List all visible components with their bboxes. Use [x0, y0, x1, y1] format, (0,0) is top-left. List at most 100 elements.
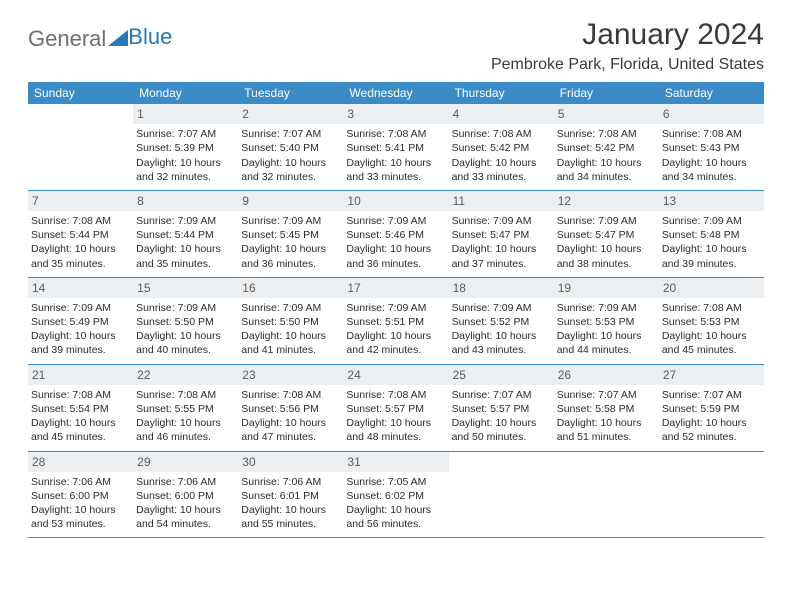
day-number: 14: [28, 278, 133, 298]
sunrise-line: Sunrise: 7:08 AM: [31, 214, 130, 228]
sunrise-line: Sunrise: 7:06 AM: [31, 475, 130, 489]
day-number: 16: [238, 278, 343, 298]
day-cell: 3Sunrise: 7:08 AMSunset: 5:41 PMDaylight…: [343, 104, 448, 190]
sunrise-line: Sunrise: 7:07 AM: [557, 388, 656, 402]
daylight-line: Daylight: 10 hours and 40 minutes.: [136, 329, 235, 357]
daylight-line: Daylight: 10 hours and 52 minutes.: [662, 416, 761, 444]
sunset-line: Sunset: 5:57 PM: [346, 402, 445, 416]
day-number: 8: [133, 191, 238, 211]
sunset-line: Sunset: 5:50 PM: [241, 315, 340, 329]
day-cell: 22Sunrise: 7:08 AMSunset: 5:55 PMDayligh…: [133, 365, 238, 451]
brand-part2: Blue: [128, 24, 172, 50]
daylight-line: Daylight: 10 hours and 44 minutes.: [557, 329, 656, 357]
sunset-line: Sunset: 5:53 PM: [662, 315, 761, 329]
sunset-line: Sunset: 6:00 PM: [136, 489, 235, 503]
day-cell: 31Sunrise: 7:05 AMSunset: 6:02 PMDayligh…: [343, 452, 448, 538]
day-number: 7: [28, 191, 133, 211]
brand-triangle-icon: [108, 26, 128, 52]
weeks-container: 1Sunrise: 7:07 AMSunset: 5:39 PMDaylight…: [28, 104, 764, 538]
week-row: 28Sunrise: 7:06 AMSunset: 6:00 PMDayligh…: [28, 452, 764, 539]
daylight-line: Daylight: 10 hours and 33 minutes.: [452, 156, 551, 184]
sunrise-line: Sunrise: 7:08 AM: [346, 127, 445, 141]
daylight-line: Daylight: 10 hours and 35 minutes.: [136, 242, 235, 270]
daylight-line: Daylight: 10 hours and 54 minutes.: [136, 503, 235, 531]
sunrise-line: Sunrise: 7:09 AM: [346, 214, 445, 228]
day-number: 28: [28, 452, 133, 472]
dow-label: Friday: [554, 82, 659, 104]
daylight-line: Daylight: 10 hours and 51 minutes.: [557, 416, 656, 444]
day-number: 13: [659, 191, 764, 211]
sunrise-line: Sunrise: 7:09 AM: [241, 301, 340, 315]
daylight-line: Daylight: 10 hours and 36 minutes.: [241, 242, 340, 270]
day-number: 9: [238, 191, 343, 211]
dow-label: Saturday: [659, 82, 764, 104]
day-number: 6: [659, 104, 764, 124]
day-cell: 7Sunrise: 7:08 AMSunset: 5:44 PMDaylight…: [28, 191, 133, 277]
sunrise-line: Sunrise: 7:07 AM: [136, 127, 235, 141]
day-number: 27: [659, 365, 764, 385]
sunset-line: Sunset: 5:44 PM: [31, 228, 130, 242]
sunrise-line: Sunrise: 7:06 AM: [241, 475, 340, 489]
daylight-line: Daylight: 10 hours and 55 minutes.: [241, 503, 340, 531]
sunset-line: Sunset: 5:50 PM: [136, 315, 235, 329]
daylight-line: Daylight: 10 hours and 36 minutes.: [346, 242, 445, 270]
daylight-line: Daylight: 10 hours and 47 minutes.: [241, 416, 340, 444]
daylight-line: Daylight: 10 hours and 34 minutes.: [557, 156, 656, 184]
day-cell: 8Sunrise: 7:09 AMSunset: 5:44 PMDaylight…: [133, 191, 238, 277]
sunset-line: Sunset: 5:56 PM: [241, 402, 340, 416]
sunrise-line: Sunrise: 7:08 AM: [241, 388, 340, 402]
day-cell: [449, 452, 554, 538]
sunrise-line: Sunrise: 7:09 AM: [31, 301, 130, 315]
day-cell: 15Sunrise: 7:09 AMSunset: 5:50 PMDayligh…: [133, 278, 238, 364]
day-cell: 13Sunrise: 7:09 AMSunset: 5:48 PMDayligh…: [659, 191, 764, 277]
day-number: 26: [554, 365, 659, 385]
day-cell: 24Sunrise: 7:08 AMSunset: 5:57 PMDayligh…: [343, 365, 448, 451]
sunset-line: Sunset: 5:51 PM: [346, 315, 445, 329]
sunrise-line: Sunrise: 7:09 AM: [241, 214, 340, 228]
sunrise-line: Sunrise: 7:09 AM: [136, 301, 235, 315]
sunrise-line: Sunrise: 7:07 AM: [241, 127, 340, 141]
sunrise-line: Sunrise: 7:09 AM: [452, 214, 551, 228]
day-number: 4: [449, 104, 554, 124]
day-cell: 23Sunrise: 7:08 AMSunset: 5:56 PMDayligh…: [238, 365, 343, 451]
brand-logo: General Blue: [28, 26, 172, 52]
sunset-line: Sunset: 5:45 PM: [241, 228, 340, 242]
sunset-line: Sunset: 5:47 PM: [557, 228, 656, 242]
sunset-line: Sunset: 5:42 PM: [452, 141, 551, 155]
daylight-line: Daylight: 10 hours and 39 minutes.: [31, 329, 130, 357]
sunrise-line: Sunrise: 7:09 AM: [662, 214, 761, 228]
day-number: 22: [133, 365, 238, 385]
sunrise-line: Sunrise: 7:09 AM: [136, 214, 235, 228]
sunrise-line: Sunrise: 7:07 AM: [452, 388, 551, 402]
day-number: 5: [554, 104, 659, 124]
daylight-line: Daylight: 10 hours and 43 minutes.: [452, 329, 551, 357]
sunrise-line: Sunrise: 7:08 AM: [662, 301, 761, 315]
day-cell: 19Sunrise: 7:09 AMSunset: 5:53 PMDayligh…: [554, 278, 659, 364]
sunrise-line: Sunrise: 7:07 AM: [662, 388, 761, 402]
page-header: General Blue January 2024 Pembroke Park,…: [28, 18, 764, 74]
day-number: 20: [659, 278, 764, 298]
day-cell: 28Sunrise: 7:06 AMSunset: 6:00 PMDayligh…: [28, 452, 133, 538]
day-number: 17: [343, 278, 448, 298]
sunset-line: Sunset: 5:57 PM: [452, 402, 551, 416]
daylight-line: Daylight: 10 hours and 39 minutes.: [662, 242, 761, 270]
sunset-line: Sunset: 5:55 PM: [136, 402, 235, 416]
week-row: 14Sunrise: 7:09 AMSunset: 5:49 PMDayligh…: [28, 278, 764, 365]
sunrise-line: Sunrise: 7:08 AM: [136, 388, 235, 402]
day-cell: 6Sunrise: 7:08 AMSunset: 5:43 PMDaylight…: [659, 104, 764, 190]
sunset-line: Sunset: 5:59 PM: [662, 402, 761, 416]
day-cell: 1Sunrise: 7:07 AMSunset: 5:39 PMDaylight…: [133, 104, 238, 190]
day-cell: 10Sunrise: 7:09 AMSunset: 5:46 PMDayligh…: [343, 191, 448, 277]
dow-label: Thursday: [449, 82, 554, 104]
day-cell: 11Sunrise: 7:09 AMSunset: 5:47 PMDayligh…: [449, 191, 554, 277]
day-cell: 25Sunrise: 7:07 AMSunset: 5:57 PMDayligh…: [449, 365, 554, 451]
day-cell: 2Sunrise: 7:07 AMSunset: 5:40 PMDaylight…: [238, 104, 343, 190]
day-cell: 16Sunrise: 7:09 AMSunset: 5:50 PMDayligh…: [238, 278, 343, 364]
sunrise-line: Sunrise: 7:09 AM: [557, 214, 656, 228]
day-number: 3: [343, 104, 448, 124]
day-number: 11: [449, 191, 554, 211]
day-number: 2: [238, 104, 343, 124]
daylight-line: Daylight: 10 hours and 38 minutes.: [557, 242, 656, 270]
location-label: Pembroke Park, Florida, United States: [491, 56, 764, 74]
day-cell: 18Sunrise: 7:09 AMSunset: 5:52 PMDayligh…: [449, 278, 554, 364]
